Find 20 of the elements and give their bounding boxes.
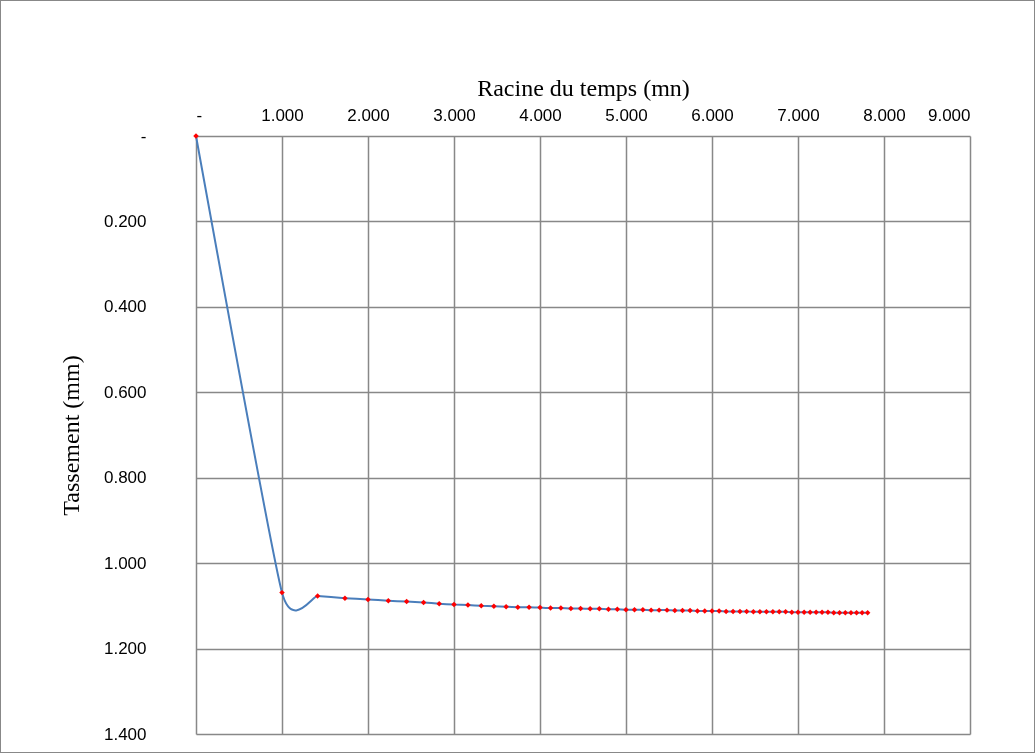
x-tick-label: 3.000 [433, 105, 476, 125]
x-tick-label: 1.000 [261, 105, 304, 125]
y-tick-label: 0.600 [103, 382, 147, 402]
y-tick-label: 1.000 [103, 553, 147, 573]
x-tick-label: 5.000 [605, 105, 648, 125]
x-tick-label: 9.000 [927, 105, 971, 125]
x-tick-label: 6.000 [691, 105, 734, 125]
x-tick-label: 4.000 [519, 105, 562, 125]
y-tick-label: - [140, 126, 147, 146]
y-axis-title: Tassement (mm) [57, 355, 84, 516]
y-tick-label: 1.200 [103, 639, 147, 659]
x-axis-title: Racine du temps (mn) [477, 74, 690, 101]
x-tick-label: 2.000 [347, 105, 390, 125]
x-tick-label: - [196, 105, 203, 125]
y-tick-label: 0.200 [103, 211, 147, 231]
y-tick-label: 1.400 [103, 724, 147, 744]
y-tick-label: 0.800 [103, 468, 147, 488]
y-tick-label: 0.400 [103, 297, 147, 317]
x-tick-label: 7.000 [777, 105, 820, 125]
x-tick-label: 8.000 [863, 105, 906, 125]
